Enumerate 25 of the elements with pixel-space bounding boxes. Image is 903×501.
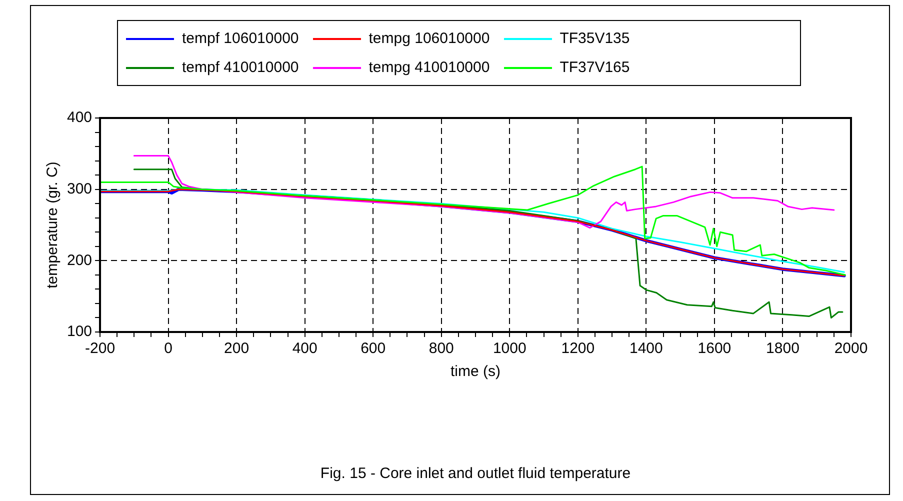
x-tick-label: 1800 (766, 340, 800, 358)
x-tick-label: -200 (85, 340, 116, 358)
caption: Fig. 15 - Core inlet and outlet fluid temperature (320, 465, 631, 482)
x-tick-label: 0 (164, 340, 172, 358)
x-tick-label: 200 (224, 340, 250, 358)
legend-label: tempf 106010000 (182, 30, 299, 47)
y-tick-label: 400 (66, 109, 92, 126)
x-tick-label: 400 (292, 340, 318, 358)
legend-label: TF35V135 (560, 30, 630, 47)
x-tick-label: 1200 (561, 340, 595, 358)
x-tick-label: 2000 (834, 340, 868, 358)
y-tick-label: 200 (66, 252, 92, 269)
y-axis-title: temperature (gr. C) (44, 162, 62, 288)
x-tick-label: 800 (428, 340, 454, 358)
x-axis-title: time (s) (450, 363, 501, 380)
x-tick-label: 1400 (630, 340, 663, 358)
legend-label: TF37V165 (560, 59, 630, 76)
x-tick-label: 1000 (492, 340, 526, 358)
x-tick-label: 600 (360, 340, 386, 358)
x-tick-label: 1600 (698, 340, 732, 358)
legend-label: tempg 410010000 (368, 59, 490, 76)
legend-label: tempg 106010000 (368, 30, 490, 47)
y-tick-label: 300 (66, 180, 92, 198)
y-tick-label: 100 (66, 323, 92, 340)
legend-label: tempf 410010000 (182, 59, 299, 76)
